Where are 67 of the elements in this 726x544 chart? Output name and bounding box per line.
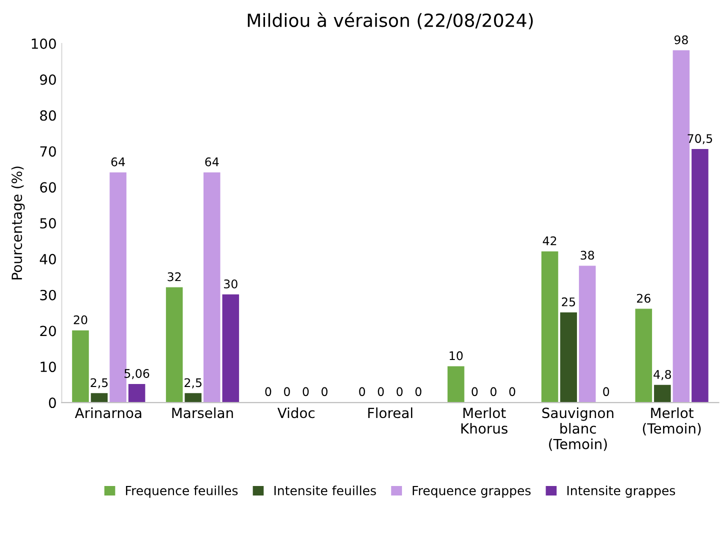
bar <box>578 266 596 403</box>
data-label: 0 <box>490 387 496 396</box>
bar <box>541 251 558 403</box>
y-tick-label: 90 <box>40 74 56 85</box>
data-label: 2,5 <box>90 378 108 388</box>
data-label: 0 <box>396 387 403 396</box>
data-label: 20 <box>74 315 88 324</box>
x-tick-label: Floreal <box>368 407 412 418</box>
y-tick-label: 10 <box>40 362 56 372</box>
data-label: 0 <box>302 387 309 396</box>
y-tick-label: 100 <box>32 38 56 49</box>
bar <box>635 308 652 403</box>
bar <box>222 294 240 403</box>
data-label: 38 <box>580 250 594 260</box>
bar <box>166 287 183 403</box>
data-label: 2,5 <box>184 378 202 388</box>
bar <box>110 172 126 403</box>
data-label: 0 <box>603 387 610 396</box>
x-tick-label: Merlot (Temoin) <box>642 407 701 436</box>
data-label: 42 <box>542 236 556 246</box>
data-label: 10 <box>450 351 463 360</box>
data-label: 32 <box>168 272 181 282</box>
bar <box>72 330 89 403</box>
data-label: 0 <box>265 387 272 396</box>
bar <box>692 149 708 403</box>
bar <box>128 384 146 403</box>
y-tick-label: 70 <box>40 146 56 157</box>
y-tick-label: 30 <box>40 290 56 300</box>
legend-label: Intensite feuilles <box>274 486 376 496</box>
bar <box>448 366 464 403</box>
legend-label: Intensite grappes <box>567 486 676 498</box>
y-tick-label: 80 <box>40 110 56 121</box>
data-label: 4,8 <box>654 370 672 380</box>
bar <box>184 393 202 403</box>
data-label: 70,5 <box>688 134 712 144</box>
x-tick-label: Sauvignon blanc (Temoin) <box>542 407 614 451</box>
legend-label: Frequence feuilles <box>126 486 238 498</box>
data-label: 5,06 <box>124 369 150 380</box>
data-label: 30 <box>224 279 238 288</box>
data-label: 0 <box>415 387 422 396</box>
data-label: 0 <box>472 387 478 396</box>
data-label: 25 <box>562 297 576 306</box>
data-label: 26 <box>637 294 650 303</box>
data-label: 0 <box>359 387 366 396</box>
bar <box>654 384 671 403</box>
legend-label: Frequence grappes <box>412 486 531 498</box>
data-label: 0 <box>509 387 516 396</box>
y-axis-title: Pourcentage (%) <box>11 166 25 280</box>
data-label: 64 <box>205 157 219 166</box>
bar <box>90 393 108 403</box>
x-tick-label: Vidoc <box>277 407 314 418</box>
x-tick-label: Merlot Khorus <box>461 407 508 434</box>
y-tick-label: 40 <box>40 254 56 264</box>
data-label: 64 <box>111 157 125 166</box>
data-label: 98 <box>674 35 688 44</box>
x-tick-label: Marselan <box>172 407 233 418</box>
y-tick-label: 50 <box>40 218 56 229</box>
chart-title: Mildiou à véraison (22/08/2024) <box>248 12 533 30</box>
y-tick-label: 60 <box>40 182 56 193</box>
data-label: 0 <box>322 387 328 396</box>
y-tick-label: 0 <box>48 398 56 408</box>
bar <box>203 172 220 403</box>
bar <box>560 312 577 403</box>
x-tick-label: Arinarnoa <box>74 407 142 418</box>
data-label: 0 <box>284 387 290 396</box>
y-tick-label: 20 <box>40 326 56 336</box>
data-label: 0 <box>378 387 384 396</box>
